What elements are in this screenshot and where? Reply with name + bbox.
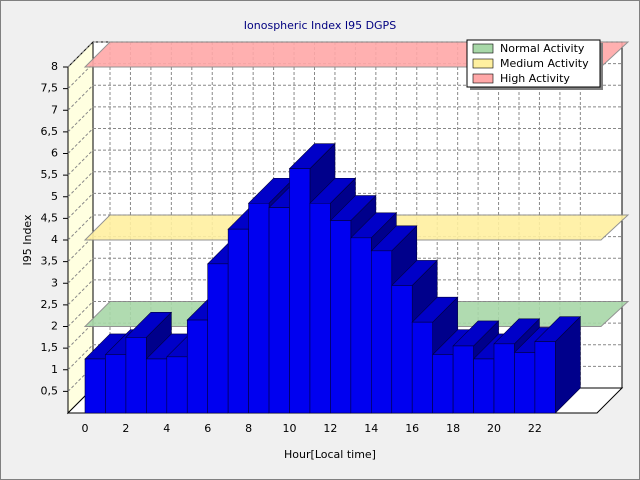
x-tick-label: 22: [528, 422, 542, 435]
legend-swatch: [472, 73, 494, 84]
bar-front: [166, 356, 188, 414]
x-tick-label: 6: [204, 422, 211, 435]
grid-line: [67, 149, 94, 176]
bar-front: [432, 354, 454, 414]
bar-front: [452, 345, 474, 414]
grid-line: [67, 41, 94, 68]
y-tick-label: 3: [51, 276, 58, 289]
legend-label: Medium Activity: [500, 57, 589, 70]
bar-front: [473, 358, 495, 414]
chart-title: Ionospheric Index I95 DGPS: [244, 19, 396, 32]
y-tick-label: 6: [51, 147, 58, 160]
grid-line: [67, 128, 94, 154]
bar: [534, 315, 582, 414]
grid-line: [67, 366, 94, 392]
y-tick-label: 5,5: [41, 168, 59, 181]
x-tick-label: 18: [446, 422, 460, 435]
bar-front: [186, 319, 208, 414]
grid-line: [67, 301, 94, 327]
legend-swatch: [472, 43, 494, 54]
y-tick-label: 6,5: [41, 125, 59, 138]
bar-front: [370, 250, 393, 414]
grid-line: [67, 193, 94, 219]
grid-line: [67, 322, 94, 349]
x-tick-label: 10: [283, 422, 297, 435]
x-tick-label: 14: [364, 422, 378, 435]
y-tick-label: 1,5: [41, 341, 59, 354]
x-tick-label: 0: [82, 422, 89, 435]
grid-line: [67, 106, 94, 133]
bar-front: [146, 358, 168, 414]
grid-line: [67, 214, 94, 241]
y-axis-label: I95 Index: [21, 214, 34, 266]
bar-front: [207, 263, 229, 414]
bar-front: [309, 202, 331, 414]
grid-line: [67, 63, 94, 89]
bar-front: [534, 341, 556, 414]
y-tick-label: 0,5: [41, 384, 59, 397]
bar-front: [227, 228, 249, 414]
bar-front: [289, 168, 311, 414]
bar-front: [268, 207, 290, 414]
x-tick-label: 4: [163, 422, 170, 435]
legend-label: High Activity: [500, 72, 570, 85]
x-tick-label: 20: [487, 422, 501, 435]
x-tick-label: 16: [405, 422, 419, 435]
grid-line: [67, 344, 94, 371]
x-tick-label: 2: [122, 422, 129, 435]
y-tick-label: 5: [51, 190, 58, 203]
bar-front: [125, 337, 147, 414]
bar-front: [493, 343, 515, 414]
bar-front: [350, 237, 372, 414]
x-axis-label: Hour[Local time]: [284, 448, 376, 461]
y-tick-label: 2,5: [41, 298, 59, 311]
x-tick-label: 8: [245, 422, 252, 435]
y-tick-label: 7: [51, 103, 58, 116]
grid-line: [67, 84, 94, 111]
grid-line: [67, 257, 94, 284]
bar-front: [330, 220, 352, 414]
bar-front: [514, 352, 536, 414]
bar-front: [391, 285, 413, 414]
bar-front: [84, 358, 106, 414]
bar-front: [248, 202, 270, 414]
bar-front: [411, 321, 433, 414]
x-tick-label: 12: [323, 422, 337, 435]
bar-front: [105, 354, 127, 414]
grid-line: [67, 236, 94, 262]
y-tick-label: 4,5: [41, 211, 59, 224]
y-tick-label: 2: [51, 320, 58, 333]
y-tick-label: 1: [51, 363, 58, 376]
legend-swatch: [472, 58, 494, 69]
grid-line: [67, 279, 94, 306]
grid-line: [67, 171, 94, 198]
y-tick-label: 7,5: [41, 82, 59, 95]
y-tick-label: 3,5: [41, 255, 59, 268]
y-tick-label: 4: [51, 233, 58, 246]
legend-label: Normal Activity: [500, 42, 585, 55]
y-tick-label: 8: [51, 60, 58, 73]
